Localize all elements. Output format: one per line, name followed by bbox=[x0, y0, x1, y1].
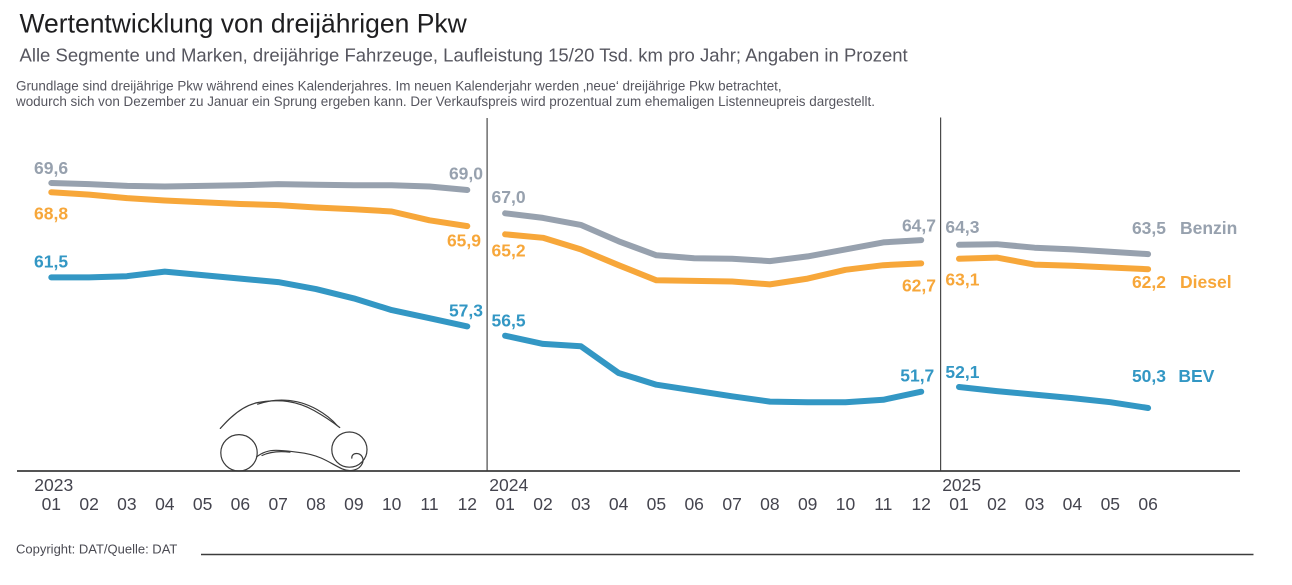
svg-text:65,2: 65,2 bbox=[492, 241, 526, 261]
svg-text:07: 07 bbox=[268, 494, 287, 514]
svg-text:01: 01 bbox=[949, 494, 968, 514]
svg-text:52,1: 52,1 bbox=[945, 362, 979, 382]
svg-text:wodurch sich von Dezember zu J: wodurch sich von Dezember zu Januar ein … bbox=[15, 94, 875, 109]
svg-text:Diesel: Diesel bbox=[1180, 272, 1232, 292]
svg-text:69,0: 69,0 bbox=[449, 164, 483, 184]
svg-text:03: 03 bbox=[117, 494, 136, 514]
svg-text:03: 03 bbox=[571, 494, 590, 514]
svg-text:01: 01 bbox=[42, 494, 61, 514]
svg-text:61,5: 61,5 bbox=[34, 252, 68, 272]
svg-text:Benzin: Benzin bbox=[1180, 218, 1237, 238]
svg-text:05: 05 bbox=[193, 494, 212, 514]
svg-text:06: 06 bbox=[684, 494, 703, 514]
svg-text:63,5: 63,5 bbox=[1132, 218, 1166, 238]
svg-text:2024: 2024 bbox=[489, 475, 528, 495]
svg-text:Alle Segmente und Marken, drei: Alle Segmente und Marken, dreijährige Fa… bbox=[20, 45, 908, 66]
svg-text:69,6: 69,6 bbox=[34, 158, 68, 178]
svg-text:68,8: 68,8 bbox=[34, 204, 68, 224]
svg-text:09: 09 bbox=[344, 494, 363, 514]
svg-text:02: 02 bbox=[533, 494, 552, 514]
svg-text:04: 04 bbox=[155, 494, 175, 514]
svg-text:05: 05 bbox=[1101, 494, 1120, 514]
svg-text:63,1: 63,1 bbox=[945, 269, 979, 289]
svg-text:Copyright: DAT/Quelle: DAT: Copyright: DAT/Quelle: DAT bbox=[16, 542, 177, 557]
svg-text:11: 11 bbox=[874, 494, 892, 514]
svg-text:12: 12 bbox=[911, 494, 930, 514]
svg-text:12: 12 bbox=[458, 494, 477, 514]
svg-text:64,7: 64,7 bbox=[902, 216, 936, 236]
svg-text:04: 04 bbox=[1063, 494, 1083, 514]
svg-text:62,7: 62,7 bbox=[902, 276, 936, 296]
svg-text:04: 04 bbox=[609, 494, 629, 514]
svg-text:64,3: 64,3 bbox=[945, 217, 979, 237]
svg-text:Grundlage sind dreijährige Pkw: Grundlage sind dreijährige Pkw während e… bbox=[16, 79, 782, 94]
svg-text:57,3: 57,3 bbox=[449, 301, 483, 321]
svg-text:67,0: 67,0 bbox=[492, 187, 526, 207]
svg-text:02: 02 bbox=[987, 494, 1006, 514]
svg-text:05: 05 bbox=[647, 494, 666, 514]
svg-text:2023: 2023 bbox=[34, 475, 73, 495]
svg-text:11: 11 bbox=[420, 494, 438, 514]
svg-text:BEV: BEV bbox=[1178, 366, 1214, 386]
svg-text:65,9: 65,9 bbox=[447, 230, 481, 250]
svg-text:2025: 2025 bbox=[942, 475, 981, 495]
svg-text:10: 10 bbox=[836, 494, 856, 514]
svg-text:Wertentwicklung von dreijährig: Wertentwicklung von dreijährigen Pkw bbox=[20, 9, 468, 39]
svg-text:08: 08 bbox=[760, 494, 779, 514]
svg-text:06: 06 bbox=[1138, 494, 1157, 514]
svg-text:51,7: 51,7 bbox=[900, 366, 934, 386]
svg-text:07: 07 bbox=[722, 494, 741, 514]
svg-text:56,5: 56,5 bbox=[492, 311, 526, 331]
svg-text:03: 03 bbox=[1025, 494, 1044, 514]
svg-text:50,3: 50,3 bbox=[1132, 366, 1166, 386]
svg-text:10: 10 bbox=[382, 494, 402, 514]
svg-text:09: 09 bbox=[798, 494, 817, 514]
svg-text:02: 02 bbox=[79, 494, 98, 514]
svg-text:62,2: 62,2 bbox=[1132, 272, 1166, 292]
svg-text:01: 01 bbox=[495, 494, 514, 514]
svg-text:06: 06 bbox=[231, 494, 250, 514]
svg-text:08: 08 bbox=[306, 494, 325, 514]
